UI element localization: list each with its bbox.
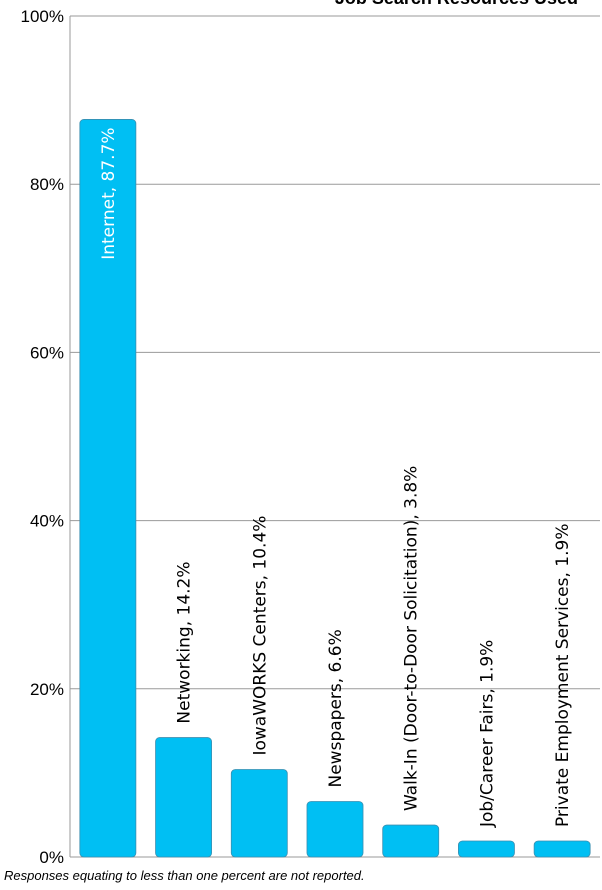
bar-data-label: Internet, 87.7% bbox=[99, 127, 119, 259]
bar bbox=[533, 840, 591, 858]
y-tick-label: 100% bbox=[21, 7, 64, 26]
bar-data-label: Walk-In (Door-to-Door Solicitation), 3.8… bbox=[402, 466, 422, 811]
y-tick-label: 0% bbox=[39, 848, 64, 867]
bar-data-label: Job/Career Fairs, 1.9% bbox=[477, 640, 497, 828]
y-axis-ticks: 0% 20% 40% 60% 80% 100% bbox=[21, 7, 64, 867]
bar bbox=[458, 840, 515, 858]
bar bbox=[79, 119, 137, 858]
chart-title: Job Search Resources Used bbox=[335, 0, 578, 8]
y-tick-label: 60% bbox=[30, 343, 64, 362]
y-tick-label: 80% bbox=[30, 175, 64, 194]
gridlines bbox=[69, 15, 600, 858]
bar-data-label: Networking, 14.2% bbox=[175, 561, 195, 723]
bars bbox=[79, 119, 591, 858]
y-tick-label: 20% bbox=[30, 680, 64, 699]
y-tick-label: 40% bbox=[30, 512, 64, 531]
bar-chart: 0% 20% 40% 60% 80% 100% Internet, 87.7% Networ… bbox=[21, 0, 600, 867]
bar-data-label: Private Employment Services, 1.9% bbox=[553, 524, 573, 828]
bar-data-label: IowaWORKS Centers, 10.4% bbox=[250, 516, 270, 756]
bar bbox=[382, 824, 440, 858]
footnote: Responses equating to less than one perc… bbox=[4, 868, 365, 883]
bar-labels: Internet, 87.7% Networking, 14.2% IowaWORK… bbox=[99, 127, 573, 828]
bar bbox=[230, 769, 288, 858]
bar bbox=[155, 737, 212, 858]
bar-data-label: Newspapers, 6.6% bbox=[326, 629, 346, 787]
bar bbox=[306, 801, 364, 858]
